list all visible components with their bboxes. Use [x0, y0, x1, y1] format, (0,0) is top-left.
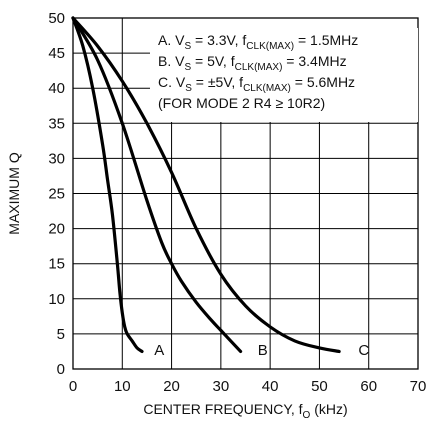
grid: [73, 18, 418, 369]
y-tick-label: 50: [48, 10, 65, 27]
curves: A B C: [71, 16, 369, 359]
legend-line: B. VS = 5V, fCLK(MAX) = 3.4MHz: [158, 53, 347, 73]
legend-line: A. VS = 3.3V, fCLK(MAX) = 1.5MHz: [158, 32, 358, 52]
y-tick-label: 15: [48, 256, 65, 273]
series-label-b: B: [258, 342, 268, 359]
plot-frame: [72, 17, 419, 370]
y-tick-label: 5: [57, 326, 65, 343]
y-tick-label: 25: [48, 186, 65, 203]
x-tick-label: 70: [410, 378, 427, 395]
series-curve-a: [71, 16, 144, 354]
y-tick-label: 45: [48, 45, 65, 62]
x-tick-label: 50: [311, 378, 328, 395]
legend-box: [150, 28, 418, 122]
y-tick-label: 30: [48, 150, 65, 167]
series-label-c: C: [358, 342, 369, 359]
y-tick-label: 10: [48, 291, 65, 308]
x-tick-label: 40: [262, 378, 279, 395]
series-curve-c: [71, 16, 341, 354]
x-tick-label: 60: [360, 378, 377, 395]
x-tick-label: 10: [114, 378, 131, 395]
series-label-a: A: [154, 342, 164, 359]
x-axis-title: CENTER FREQUENCY, fO (kHz): [143, 401, 347, 421]
y-tick-label: 35: [48, 115, 65, 132]
y-axis-title: MAXIMUM Q: [6, 152, 22, 235]
x-tick-label: 20: [163, 378, 180, 395]
y-tick-label: 40: [48, 80, 65, 97]
y-tick-label: 0: [57, 361, 65, 378]
legend-line: (FOR MODE 2 R4 ≥ 10R2): [158, 95, 325, 111]
x-tick-label: 30: [213, 378, 230, 395]
series-curve-b: [71, 16, 243, 354]
axes: 0 5 10 15 20 25 30 35 40 45 50 0 10 20 30 40 50 60 70 CENTE…: [6, 10, 426, 421]
legend-line: C. VS = ±5V, fCLK(MAX) = 5.6MHz: [158, 74, 355, 94]
y-tick-label: 20: [48, 221, 65, 238]
x-tick-label: 0: [69, 378, 77, 395]
